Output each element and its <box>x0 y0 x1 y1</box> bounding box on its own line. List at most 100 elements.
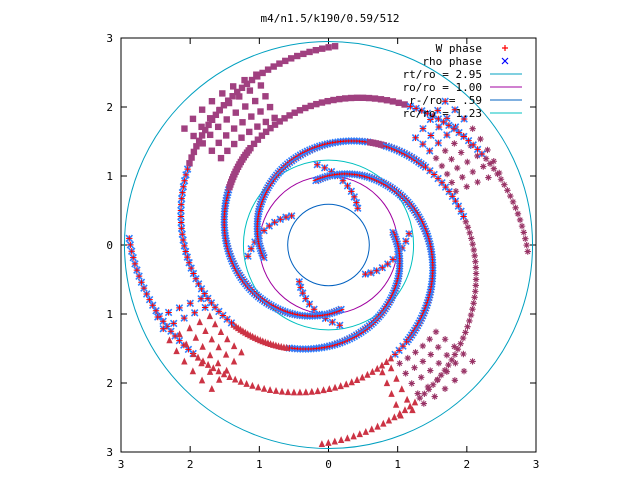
point-plus <box>469 141 477 149</box>
point-plus <box>402 237 410 245</box>
point-star <box>424 383 432 391</box>
point-plus <box>419 140 427 148</box>
point-plus <box>154 313 161 321</box>
point-triangle <box>176 330 183 338</box>
y-tick-label: 0 <box>106 239 113 252</box>
point-triangle <box>211 320 219 328</box>
point-triangle <box>190 350 197 358</box>
point-square <box>353 94 361 101</box>
point-triangle <box>208 335 215 343</box>
point-plus <box>131 260 139 268</box>
point-square <box>252 97 259 105</box>
point-plus <box>201 304 209 311</box>
point-plus <box>373 267 380 274</box>
point-star <box>501 181 508 188</box>
legend-label: W phase <box>436 42 482 55</box>
point-plus <box>455 129 463 136</box>
point-star <box>451 343 458 350</box>
point-plus <box>434 175 442 182</box>
point-star <box>408 380 415 387</box>
point-star <box>482 155 490 162</box>
point-triangle <box>266 386 274 393</box>
point-star <box>429 381 437 388</box>
point-square <box>229 83 237 90</box>
point-square <box>380 142 387 149</box>
point-plus <box>443 131 451 139</box>
point-star <box>512 204 519 211</box>
point-star <box>470 246 478 254</box>
point-plus <box>379 264 386 271</box>
point-star <box>486 160 494 167</box>
point-square <box>224 147 231 155</box>
point-triangle <box>208 384 216 392</box>
point-triangle <box>387 364 395 372</box>
point-plus <box>384 260 391 268</box>
point-square <box>271 114 278 122</box>
y-tick-label: 2 <box>106 377 113 390</box>
point-square <box>383 97 391 104</box>
point-plus <box>180 183 187 190</box>
point-triangle <box>206 351 214 359</box>
point-star <box>435 359 443 367</box>
point-triangle <box>173 347 180 355</box>
chart-title: m4/n1.5/k190/0.59/512 <box>260 12 399 25</box>
point-plus <box>152 307 160 314</box>
y-tick-label: 1 <box>106 308 113 321</box>
point-plus <box>187 264 195 272</box>
point-square <box>291 109 298 116</box>
point-square <box>389 98 397 105</box>
point-star <box>432 155 440 162</box>
point-star <box>419 358 427 365</box>
point-square <box>395 99 402 107</box>
point-plus <box>302 295 309 302</box>
point-square <box>248 76 256 84</box>
point-star <box>470 300 477 307</box>
point-plus <box>419 125 427 132</box>
point-star <box>463 183 470 190</box>
legend-label: rc/ro = 1.23 <box>403 107 482 120</box>
point-plus <box>260 227 268 234</box>
point-triangle <box>243 379 250 387</box>
point-star <box>480 163 487 170</box>
point-plus <box>435 123 443 131</box>
point-triangle <box>198 376 206 384</box>
point-plus <box>170 320 177 327</box>
point-square <box>294 52 301 60</box>
point-triangle <box>284 388 292 396</box>
point-square <box>246 87 254 94</box>
point-square <box>401 101 408 108</box>
point-star <box>472 258 479 265</box>
point-square <box>230 125 238 132</box>
point-triangle <box>194 353 202 361</box>
point-plus <box>310 306 318 313</box>
point-triangle <box>220 370 228 378</box>
point-star <box>509 198 517 206</box>
point-plus <box>181 242 188 250</box>
point-star <box>443 351 451 359</box>
point-triangle <box>411 398 419 406</box>
point-triangle <box>325 438 332 446</box>
point-square <box>219 90 226 97</box>
point-star <box>431 393 438 400</box>
point-triangle <box>198 359 205 367</box>
point-star <box>448 179 456 186</box>
point-triangle <box>217 328 225 335</box>
point-plus <box>247 245 255 253</box>
point-square <box>262 93 269 100</box>
point-square <box>270 63 277 70</box>
point-triangle <box>348 378 355 386</box>
data-points <box>125 43 531 447</box>
point-plus <box>223 316 231 323</box>
x-tick-label: 0 <box>325 458 332 471</box>
point-square <box>306 48 313 56</box>
point-triangle <box>393 374 400 382</box>
point-square <box>336 95 343 103</box>
point-triangle <box>326 385 333 393</box>
point-triangle <box>192 333 200 341</box>
point-square <box>296 107 304 114</box>
point-square <box>262 128 270 136</box>
point-plus <box>329 318 336 326</box>
x-tick-label: 3 <box>533 458 540 471</box>
point-square <box>223 116 230 123</box>
point-square <box>264 66 272 73</box>
